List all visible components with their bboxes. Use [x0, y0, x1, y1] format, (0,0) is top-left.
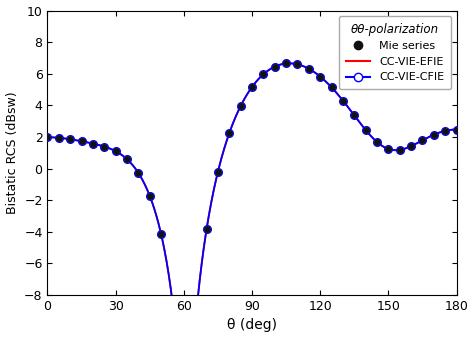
Y-axis label: Bistatic RCS (dBsw): Bistatic RCS (dBsw) [6, 92, 18, 214]
X-axis label: θ (deg): θ (deg) [227, 318, 277, 333]
Legend: Mie series, CC-VIE-EFIE, CC-VIE-CFIE: Mie series, CC-VIE-EFIE, CC-VIE-CFIE [339, 16, 451, 89]
